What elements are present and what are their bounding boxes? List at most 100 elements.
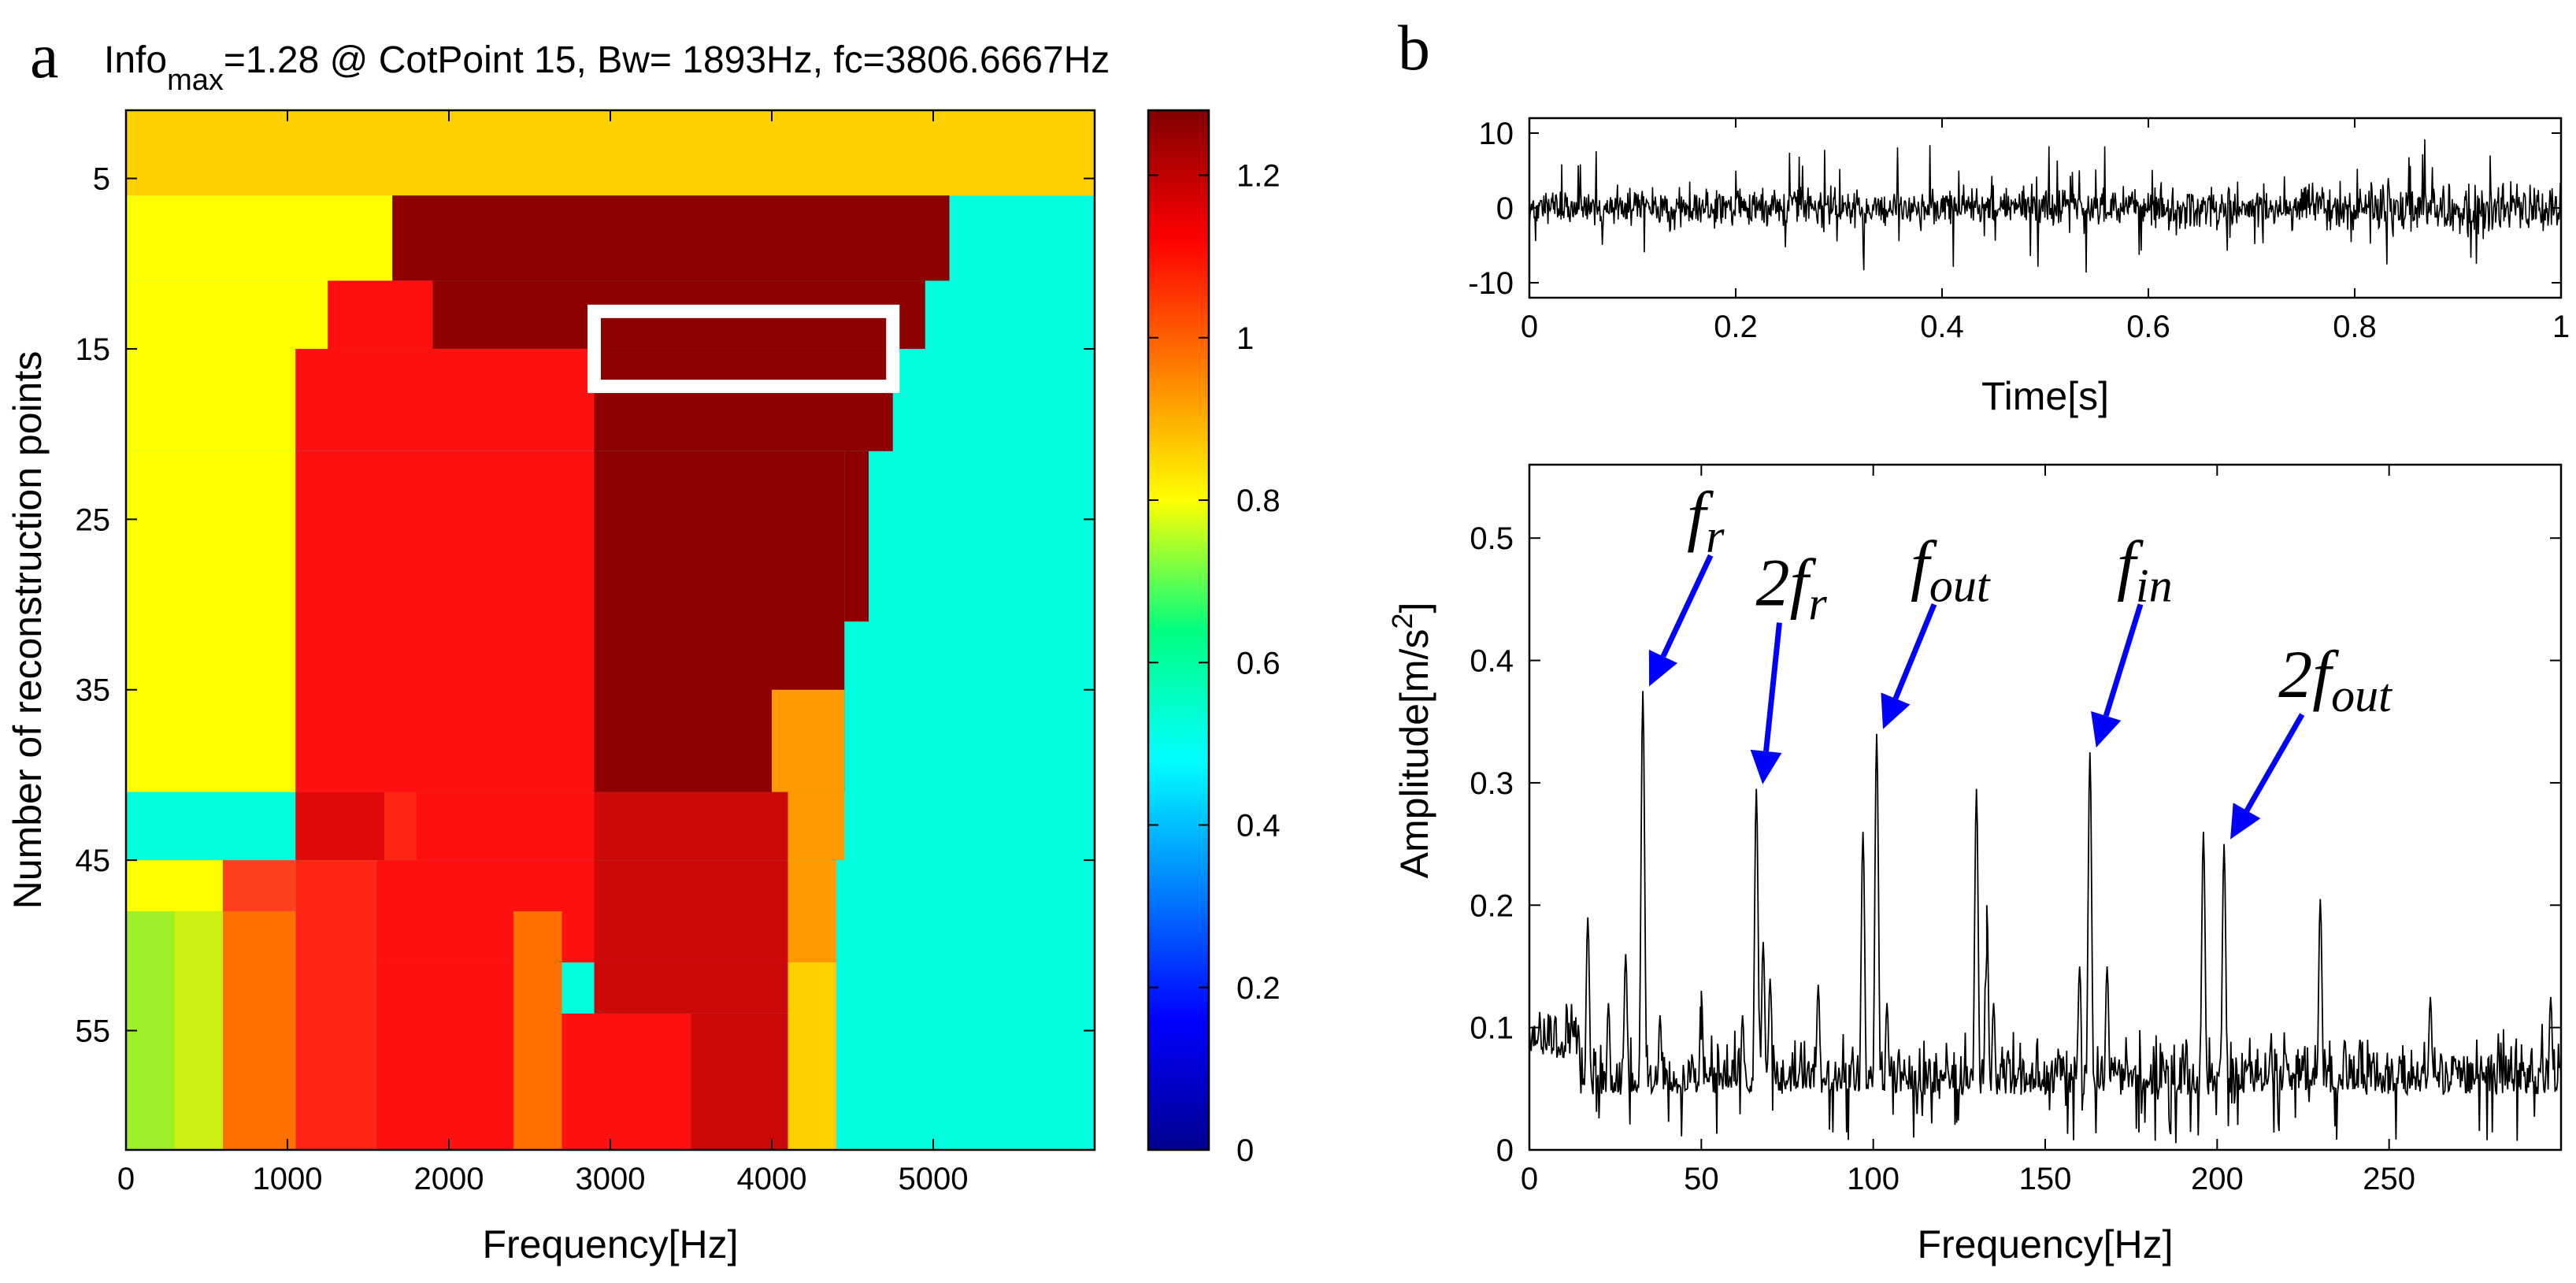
heatmap-cell (295, 860, 376, 1150)
spectrum-x-tick-label: 200 (2191, 1162, 2244, 1196)
annotation-label-sub: out (1929, 559, 1991, 611)
heatmap-x-tick-label: 4000 (737, 1162, 807, 1196)
heatmap-cell (594, 792, 788, 861)
heatmap-cell (328, 280, 433, 349)
spectrum-ylabel: Amplitude[m/s2] (1386, 603, 1436, 879)
heatmap-cell (691, 1013, 788, 1150)
annotation-arrow-shaft (1660, 554, 1714, 658)
heatmap-x-tick-label: 5000 (899, 1162, 969, 1196)
annotation-arrow-shaft (1763, 622, 1782, 752)
spectrum-ylabel-sup: 2 (1386, 614, 1418, 629)
spectrum-trace (1529, 691, 2561, 1144)
heatmap-y-tick-label: 35 (76, 673, 111, 708)
heatmap-cell (126, 195, 393, 281)
panel-a-title: Infomax=1.28 @ CotPoint 15, Bw= 1893Hz, … (104, 39, 1110, 97)
annotation-label-prefix: 2 (2278, 636, 2312, 712)
signal-x-tick-label: 1 (2552, 310, 2570, 344)
heatmap-xlabel: Frequency[Hz] (482, 1222, 738, 1266)
heatmap-cell (844, 451, 869, 622)
heatmap-cells (126, 110, 1095, 1150)
signal-y-tick-label: -10 (1468, 266, 1514, 301)
signal-xlabel: Time[s] (1981, 374, 2109, 418)
annotation-arrow-head (1881, 692, 1911, 729)
heatmap-x-tick-label: 2000 (414, 1162, 484, 1196)
heatmap-cell (376, 962, 513, 1150)
panel-a-title-rest: =1.28 @ CotPoint 15, Bw= 1893Hz, fc=3806… (224, 39, 1110, 81)
spectrum-x-tick-label: 50 (1684, 1162, 1719, 1196)
signal-x-tick-label: 0 (1521, 310, 1538, 344)
heatmap-cell (788, 792, 845, 861)
colorbar-tick-label: 0.4 (1236, 809, 1281, 844)
heatmap-x-tick-label: 0 (117, 1162, 135, 1196)
heatmap-x-tick-label: 3000 (576, 1162, 646, 1196)
spectrum-y-tick-label: 0 (1496, 1133, 1514, 1168)
heatmap-cell (513, 911, 562, 1150)
heatmap-cell (392, 195, 950, 281)
annotation-label-sub: out (2331, 669, 2393, 721)
panel-b-letter: b (1398, 12, 1430, 83)
heatmap-cell (126, 348, 296, 451)
spectrum-x-tick-label: 150 (2019, 1162, 2072, 1196)
colorbar-tick-label: 0.2 (1236, 971, 1281, 1006)
heatmap-cell (223, 911, 296, 1150)
signal-x-tick-label: 0.8 (2333, 310, 2377, 344)
spectrum-plot-frame (1528, 463, 2563, 1151)
heatmap-cell (594, 860, 788, 962)
signal-x-tick-label: 0.2 (1714, 310, 1758, 344)
spectrum-x-tick-label: 250 (2363, 1162, 2415, 1196)
annotation-label-sub: r (1808, 578, 1827, 630)
heatmap-cell (562, 1013, 691, 1150)
colorbar-tick-label: 1 (1236, 321, 1254, 356)
annotation-arrow-shaft (1892, 603, 1937, 700)
signal-y-tick-label: 0 (1496, 191, 1514, 226)
spectrum-y-tick-label: 0.2 (1470, 888, 1514, 923)
signal-x-tick-label: 0.4 (1920, 310, 1964, 344)
spectrum-ylabel-main: Amplitude[m/s (1392, 629, 1436, 879)
annotation-arrow-shaft (2103, 603, 2144, 718)
colorbar-tick-label: 0.6 (1236, 646, 1281, 680)
spectrum-y-tick-label: 0.3 (1470, 766, 1514, 801)
heatmap-cell (295, 348, 595, 451)
colorbar-ticks: 0 0.2 0.4 0.6 0.8 1 1.2 (1148, 159, 1281, 1168)
colorbar-tick-label: 1.2 (1236, 159, 1281, 194)
spectrum-x-tick-label: 0 (1521, 1162, 1538, 1196)
signal-x-tick-label: 0.6 (2126, 310, 2170, 344)
spectrum-ylabel-close: ] (1392, 603, 1436, 614)
heatmap-axes: 0 1000 2000 3000 4000 5000 5 15 25 35 45 55 (76, 109, 1096, 1196)
heatmap-cell (788, 860, 836, 962)
heatmap-cell (126, 280, 328, 349)
heatmap-cell (126, 451, 296, 792)
annotation-label: 2fr (1756, 545, 1828, 630)
heatmap-cell (174, 911, 223, 1150)
heatmap-cell (417, 792, 595, 861)
panel-a-title-sub: max (167, 64, 224, 97)
heatmap-ylabel: Number of reconstruction points (6, 351, 50, 910)
heatmap-cell (594, 348, 893, 451)
annotation-arrow-shaft (2244, 713, 2305, 812)
colorbar-tick-label: 0 (1236, 1133, 1254, 1168)
annotation-label: fout (1911, 526, 1991, 611)
spectrum-axes: 0 50 100 150 200 250 0 0.1 0.2 0.3 0.4 0.5 (1470, 465, 2561, 1196)
annotation-arrow-head (1750, 749, 1782, 784)
annotation-arrow-head (2091, 711, 2122, 748)
annotation-arrow-head (2230, 803, 2261, 840)
annotation-label-prefix: 2 (1756, 545, 1790, 621)
heatmap-cell (295, 451, 595, 792)
annotation-label-sub: r (1706, 510, 1725, 562)
heatmap-cell (788, 962, 836, 1150)
heatmap-y-tick-label: 55 (76, 1014, 111, 1049)
signal-trace (1529, 139, 2561, 273)
heatmap-cell (384, 792, 417, 861)
spectrum-y-tick-label: 0.5 (1470, 521, 1514, 556)
heatmap-y-tick-label: 45 (76, 844, 111, 878)
heatmap-cell (126, 110, 1095, 196)
heatmap-cell (772, 689, 845, 792)
annotation-arrow-head (1648, 649, 1678, 687)
heatmap-y-tick-label: 15 (76, 332, 111, 367)
spectrum-y-tick-label: 0.4 (1470, 644, 1514, 679)
heatmap-x-tick-label: 1000 (253, 1162, 323, 1196)
